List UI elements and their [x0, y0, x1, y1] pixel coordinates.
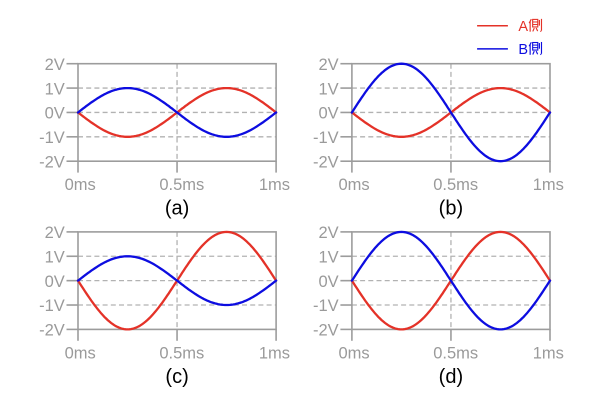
svg-text:-1V: -1V — [313, 129, 339, 147]
svg-text:A: A — [518, 19, 528, 35]
svg-text:0V: 0V — [45, 273, 65, 291]
svg-text:1V: 1V — [319, 248, 339, 266]
svg-text:0ms: 0ms — [339, 176, 370, 194]
svg-text:(c): (c) — [165, 366, 188, 388]
svg-text:0V: 0V — [319, 105, 339, 123]
svg-text:0.5ms: 0.5ms — [159, 176, 204, 194]
svg-text:0.5ms: 0.5ms — [433, 344, 478, 362]
svg-text:0ms: 0ms — [65, 176, 96, 194]
svg-text:(a): (a) — [165, 198, 189, 220]
svg-text:(d): (d) — [439, 366, 463, 388]
svg-text:1V: 1V — [45, 80, 65, 98]
svg-text:0ms: 0ms — [65, 344, 96, 362]
svg-text:-2V: -2V — [39, 322, 65, 340]
svg-text:B: B — [518, 42, 528, 58]
svg-text:2V: 2V — [319, 56, 339, 74]
svg-text:-1V: -1V — [39, 297, 65, 315]
svg-text:(b): (b) — [439, 198, 463, 220]
svg-text:2V: 2V — [45, 224, 65, 242]
svg-text:2V: 2V — [319, 224, 339, 242]
svg-text:0ms: 0ms — [339, 344, 370, 362]
svg-text:0V: 0V — [45, 105, 65, 123]
svg-text:-1V: -1V — [313, 297, 339, 315]
svg-text:0.5ms: 0.5ms — [159, 344, 204, 362]
svg-text:1ms: 1ms — [533, 176, 564, 194]
svg-text:1V: 1V — [319, 80, 339, 98]
svg-text:-2V: -2V — [39, 153, 65, 171]
svg-text:-2V: -2V — [313, 153, 339, 171]
svg-text:-1V: -1V — [39, 129, 65, 147]
svg-text:2V: 2V — [45, 56, 65, 74]
svg-text:1ms: 1ms — [259, 344, 290, 362]
svg-text:1ms: 1ms — [259, 176, 290, 194]
svg-text:1ms: 1ms — [533, 344, 564, 362]
svg-text:-2V: -2V — [313, 322, 339, 340]
svg-text:0V: 0V — [319, 273, 339, 291]
svg-text:0.5ms: 0.5ms — [433, 176, 478, 194]
svg-text:1V: 1V — [45, 248, 65, 266]
